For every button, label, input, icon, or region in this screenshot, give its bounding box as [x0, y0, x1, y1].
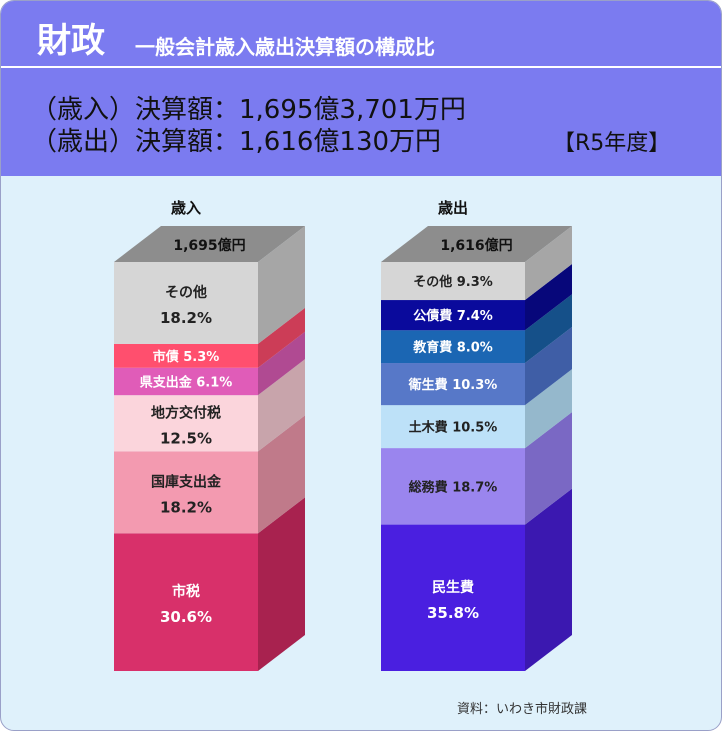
source-note: 資料：いわき市財政課 — [457, 702, 588, 717]
bar-segment-side — [525, 294, 572, 364]
header-divider — [1, 66, 721, 68]
segment-value: 12.5% — [160, 429, 212, 447]
bar-segment-side — [525, 412, 572, 525]
segment-label: 土木費 10.5% — [409, 420, 498, 436]
bar-segment-side — [258, 415, 305, 534]
page-title: 財政 — [37, 21, 105, 61]
bar-segment — [114, 395, 258, 452]
bar-segment-side — [258, 359, 305, 452]
bar-segment-side — [258, 226, 305, 344]
bar-segment — [114, 262, 258, 344]
bar-segment — [381, 300, 525, 331]
chart-title: 歳入 — [171, 199, 201, 217]
bar-segment-side — [525, 327, 572, 406]
bar-segment — [114, 343, 258, 368]
bar-segment — [114, 533, 258, 671]
segment-label: 県支出金 6.1% — [140, 374, 233, 390]
bar-segment — [381, 405, 525, 449]
bar-segment-side — [525, 226, 572, 301]
bar-segment — [114, 451, 258, 534]
segment-value: 18.2% — [160, 498, 212, 516]
segment-label: その他 9.3% — [413, 274, 493, 290]
bar-segment — [381, 448, 525, 525]
bar-segment-side — [258, 331, 305, 396]
total-label: 1,695億円 — [173, 237, 245, 254]
bar-segment — [381, 262, 525, 301]
segment-label: 市税 — [172, 583, 200, 600]
bar-segment — [381, 363, 525, 406]
chart-title: 歳出 — [438, 199, 468, 217]
segment-label: 地方交付税 — [151, 404, 221, 421]
revenue-total-line: （歳入）決算額：1,695億3,701万円 — [31, 95, 466, 125]
segment-label: その他 — [165, 284, 207, 301]
segment-label: 衛生費 10.3% — [408, 377, 498, 393]
bar-segment-side — [525, 369, 572, 449]
total-label: 1,616億円 — [440, 237, 512, 254]
bar-segment-side — [525, 488, 572, 671]
bar-segment-side — [258, 497, 305, 671]
expenditure-total-line: （歳出）決算額：1,616億130万円 — [31, 127, 442, 157]
header-band: 財政 一般会計歳入歳出決算額の構成比 （歳入）決算額：1,695億3,701万円… — [1, 1, 721, 176]
bar-top-face — [381, 226, 572, 262]
segment-label: 市債 5.3% — [153, 349, 220, 365]
segment-label: 総務費 18.7% — [409, 479, 498, 495]
segment-label: 公債費 7.4% — [413, 308, 493, 324]
segment-value: 30.6% — [160, 608, 212, 626]
bar-segment-side — [525, 264, 572, 331]
bar-segment — [381, 330, 525, 364]
page-subtitle: 一般会計歳入歳出決算額の構成比 — [135, 35, 435, 59]
segment-label: 教育費 8.0% — [412, 340, 493, 356]
segment-value: 35.8% — [427, 604, 479, 622]
bar-segment — [114, 367, 258, 396]
bar-top-face — [114, 226, 305, 262]
segment-value: 18.2% — [160, 309, 212, 327]
fiscal-year-label: 【R5年度】 — [553, 131, 671, 156]
bar-segment-side — [258, 307, 305, 368]
segment-label: 国庫支出金 — [151, 473, 222, 490]
segment-label: 民生費 — [432, 579, 474, 596]
bar-segment — [381, 524, 525, 671]
